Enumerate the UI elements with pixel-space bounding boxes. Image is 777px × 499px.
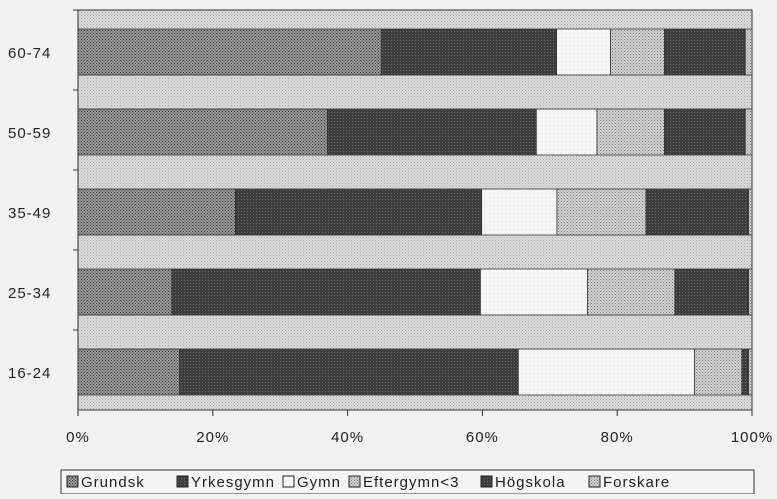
bar-segment-grundsk-16-24 xyxy=(77,348,181,396)
legend-swatch-h-gskola xyxy=(480,475,493,488)
legend-swatch-eftergymn-3 xyxy=(348,475,361,488)
legend-label: Gymn xyxy=(297,474,341,491)
legend-label: Högskola xyxy=(495,474,566,491)
y-tick-label: 16-24 xyxy=(8,365,51,382)
bar-segment-h-gskola-16-24 xyxy=(741,348,750,396)
bar-segment-grundsk-60-74 xyxy=(77,28,382,76)
bar-segment-h-gskola-60-74 xyxy=(663,28,746,76)
legend-swatch-gymn xyxy=(282,475,295,488)
bars xyxy=(77,28,753,396)
axes: 60-74 50-59 35-49 25-34 16-24 0% 20% 40% 60% 80% 1… xyxy=(8,9,773,446)
legend-label: Yrkesgymn xyxy=(191,474,275,491)
legend-swatch-yrkesgymn xyxy=(176,475,189,488)
y-tick-label: 50-59 xyxy=(8,125,51,142)
bar-segment-forskare-60-74 xyxy=(744,28,753,76)
y-tick-label: 60-74 xyxy=(8,45,51,62)
bar-segment-grundsk-50-59 xyxy=(77,108,328,156)
bar-segment-yrkesgymn-50-59 xyxy=(326,108,537,156)
bar-segment-eftergymn-3-50-59 xyxy=(596,108,665,156)
x-tick-label: 0% xyxy=(66,429,90,446)
y-tick-label: 25-34 xyxy=(8,285,51,302)
legend-label: Forskare xyxy=(603,474,670,491)
y-tick-label: 35-49 xyxy=(8,205,51,222)
bar-segment-grundsk-25-34 xyxy=(77,268,173,316)
bar-segment-eftergymn-3-35-49 xyxy=(556,188,647,236)
legend-swatch-forskare xyxy=(588,475,601,488)
x-tick-label: 100% xyxy=(731,429,773,446)
x-tick-label: 20% xyxy=(196,429,229,446)
x-tick-label: 60% xyxy=(466,429,499,446)
bar-segment-gymn-16-24 xyxy=(517,348,695,396)
bar-segment-gymn-50-59 xyxy=(535,108,598,156)
bar-segment-forskare-50-59 xyxy=(744,108,753,156)
bar-segment-forskare-16-24 xyxy=(748,348,753,396)
bar-segment-yrkesgymn-25-34 xyxy=(171,268,481,316)
bar-segment-gymn-60-74 xyxy=(556,28,611,76)
bar-segment-grundsk-35-49 xyxy=(77,188,236,236)
bar-segment-eftergymn-3-60-74 xyxy=(610,28,665,76)
x-tick-label: 80% xyxy=(601,429,634,446)
x-tick-label: 40% xyxy=(331,429,364,446)
bar-segment-gymn-35-49 xyxy=(481,188,558,236)
bar-segment-forskare-35-49 xyxy=(748,188,753,236)
bar-segment-forskare-25-34 xyxy=(748,268,753,316)
bar-segment-eftergymn-3-16-24 xyxy=(694,348,743,396)
bar-segment-eftergymn-3-25-34 xyxy=(587,268,676,316)
bar-segment-gymn-25-34 xyxy=(479,268,589,316)
legend-label: Grundsk xyxy=(81,474,145,491)
legend-swatch-grundsk xyxy=(66,475,79,488)
bar-segment-h-gskola-35-49 xyxy=(645,188,749,236)
bar-segment-h-gskola-25-34 xyxy=(674,268,750,316)
legend: Grundsk Yrkesgymn Gymn Eftergymn<3 Högskola F… xyxy=(60,469,755,495)
bar-segment-yrkesgymn-60-74 xyxy=(380,28,557,76)
bar-segment-yrkesgymn-16-24 xyxy=(179,348,519,396)
legend-label: Eftergymn<3 xyxy=(363,474,459,491)
bar-segment-h-gskola-50-59 xyxy=(663,108,746,156)
bar-segment-yrkesgymn-35-49 xyxy=(234,188,483,236)
